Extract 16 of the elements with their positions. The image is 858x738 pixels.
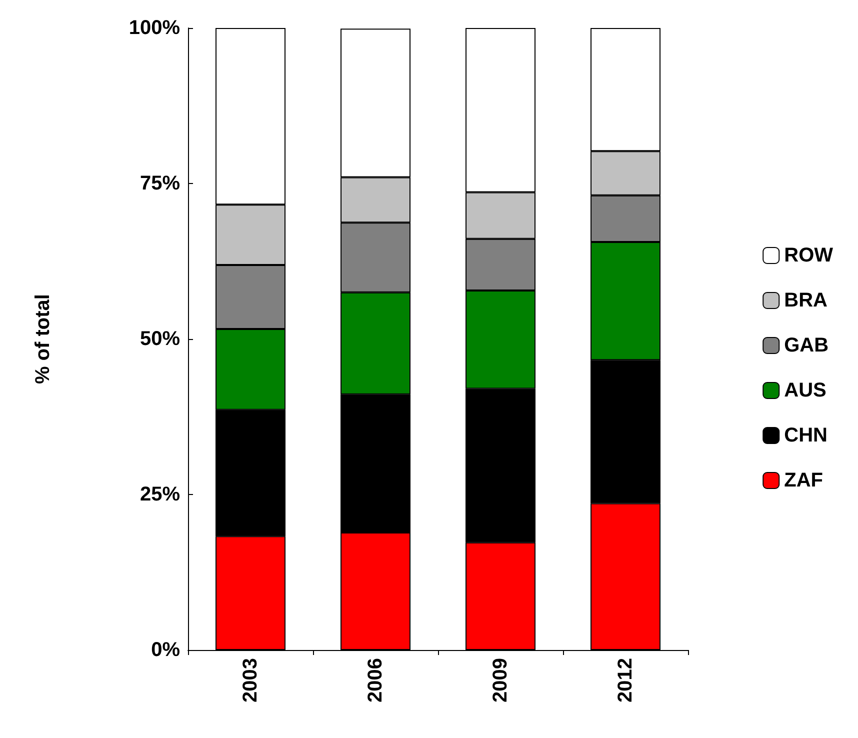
y-tick-label: 100% [128,17,180,39]
y-axis-title: % of total [32,294,54,384]
legend-label: ZAF [784,470,824,492]
y-tick-label: 75% [140,172,180,194]
y-tick-label: 0% [151,639,180,661]
x-tick-label: 2003 [240,658,262,702]
legend-label: BRA [784,290,828,312]
y-tick-label: 50% [140,328,180,350]
x-tick-label: 2006 [364,658,386,702]
x-tick-label: 2009 [490,658,512,702]
legend-label: CHN [784,424,828,446]
legend-label: AUS [784,380,826,402]
legend-label: ROW [784,244,834,266]
y-tick-label: 25% [140,484,180,506]
x-tick-label: 2012 [614,658,636,702]
legend-label: GAB [784,334,829,356]
